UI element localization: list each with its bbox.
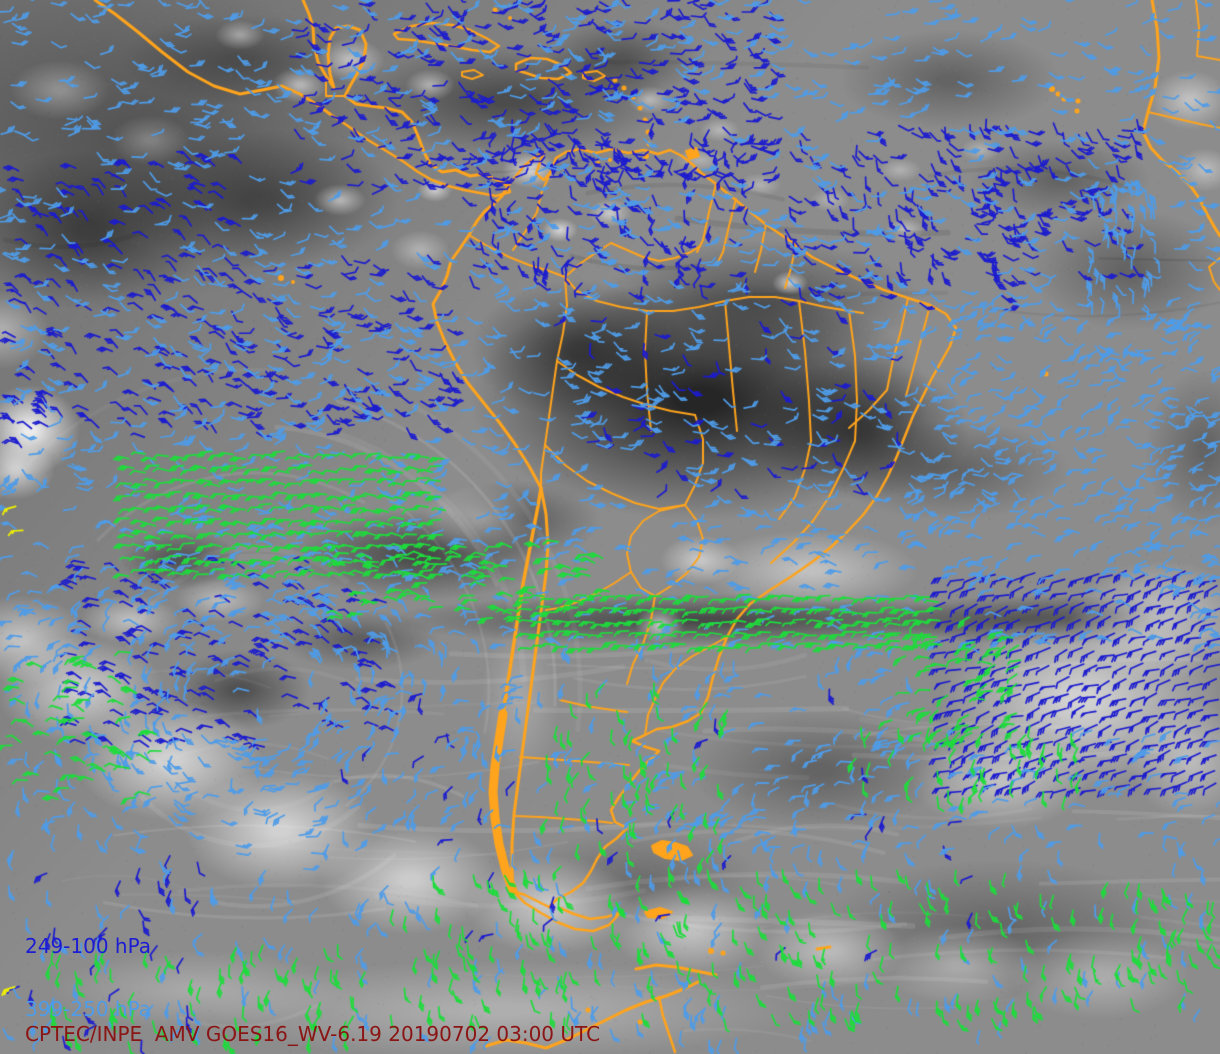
legend-item-249-100: 249-100 hPa: [25, 934, 152, 958]
legend-item-399-250: 399-250 hPa: [25, 997, 152, 1021]
pressure-level-legend: 249-100 hPa 399-250 hPa 549-400 hPa 699-…: [25, 894, 164, 1054]
product-caption: CPTEC/INPE AMV GOES16_WV-6.19 20190702 0…: [25, 1022, 601, 1046]
